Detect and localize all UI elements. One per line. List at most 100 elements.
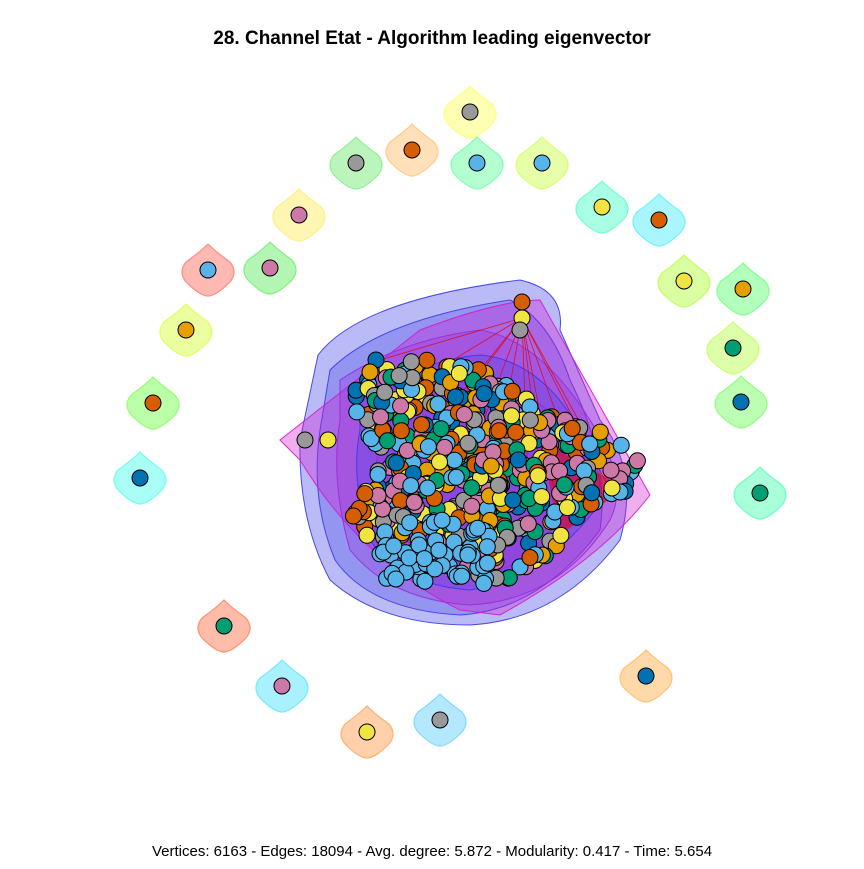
vertex bbox=[475, 385, 493, 403]
vertex bbox=[521, 411, 539, 429]
vertex bbox=[131, 469, 149, 487]
vertex bbox=[490, 422, 508, 440]
edge bbox=[379, 317, 523, 361]
vertex bbox=[362, 430, 380, 448]
vertex bbox=[348, 403, 366, 421]
vertex bbox=[463, 479, 481, 497]
vertex bbox=[415, 550, 433, 568]
vertex bbox=[387, 454, 405, 472]
vertex bbox=[490, 476, 507, 494]
vertex bbox=[650, 211, 668, 229]
vertex bbox=[431, 711, 449, 729]
vertex bbox=[529, 467, 547, 485]
vertex bbox=[591, 423, 609, 441]
vertex bbox=[602, 461, 620, 479]
vertex bbox=[563, 419, 581, 437]
vertex bbox=[392, 422, 410, 440]
vertex bbox=[479, 554, 496, 572]
singleton-community bbox=[619, 649, 673, 703]
vertex bbox=[429, 395, 447, 413]
vertex bbox=[215, 617, 233, 635]
vertex bbox=[558, 499, 576, 517]
vertex bbox=[261, 259, 279, 277]
vertex bbox=[347, 154, 365, 172]
singleton-community bbox=[329, 136, 383, 190]
vertex bbox=[734, 280, 752, 298]
vertex bbox=[361, 363, 379, 381]
singleton-community bbox=[159, 303, 213, 357]
singleton-community bbox=[413, 693, 467, 747]
vertex bbox=[732, 393, 750, 411]
singleton-community bbox=[450, 136, 504, 190]
vertex bbox=[484, 443, 502, 461]
vertex bbox=[379, 432, 396, 450]
singleton-community bbox=[272, 188, 326, 242]
vertex bbox=[583, 484, 601, 502]
singleton-community bbox=[714, 375, 768, 429]
vertex bbox=[358, 723, 376, 741]
vertex bbox=[593, 198, 611, 216]
vertex bbox=[478, 538, 496, 556]
vertex bbox=[459, 434, 477, 452]
vertex bbox=[433, 511, 451, 529]
vertex bbox=[413, 416, 430, 434]
vertex bbox=[628, 452, 646, 470]
singleton-community bbox=[632, 193, 686, 247]
singleton-community bbox=[113, 451, 167, 505]
singleton-community bbox=[197, 599, 251, 653]
vertex bbox=[402, 353, 420, 371]
vertex bbox=[450, 364, 468, 382]
singleton-community bbox=[243, 241, 297, 295]
singleton-community bbox=[515, 136, 569, 190]
vertex bbox=[372, 408, 390, 426]
vertex bbox=[319, 431, 337, 449]
vertex bbox=[468, 154, 486, 172]
vertex bbox=[376, 383, 394, 401]
vertex bbox=[419, 479, 437, 497]
vertex bbox=[290, 206, 308, 224]
singleton-community bbox=[255, 659, 309, 713]
graph-stats-caption: Vertices: 6163 - Edges: 18094 - Avg. deg… bbox=[151, 843, 713, 860]
vertex bbox=[552, 526, 570, 544]
plot-title: 28. Channel Etat - Algorithm leading eig… bbox=[213, 28, 651, 49]
vertex bbox=[482, 457, 500, 475]
vertex bbox=[358, 526, 376, 544]
vertex bbox=[581, 435, 599, 453]
vertex bbox=[356, 485, 374, 503]
vertex bbox=[511, 321, 529, 339]
vertex bbox=[401, 514, 419, 532]
main-cluster-nodes bbox=[296, 293, 646, 592]
vertex bbox=[461, 103, 479, 121]
vertex bbox=[603, 479, 621, 497]
vertex bbox=[612, 436, 630, 454]
vertex bbox=[519, 515, 537, 533]
vertex bbox=[387, 570, 405, 588]
singleton-community bbox=[443, 85, 497, 139]
vertex bbox=[453, 567, 471, 585]
vertex bbox=[405, 493, 423, 511]
vertex bbox=[419, 438, 437, 456]
vertex bbox=[390, 367, 408, 385]
singleton-community bbox=[385, 123, 439, 177]
vertex bbox=[144, 394, 162, 412]
vertex bbox=[469, 519, 487, 537]
vertex bbox=[403, 141, 421, 159]
vertex bbox=[507, 423, 525, 441]
vertex bbox=[446, 451, 463, 469]
singleton-community bbox=[706, 321, 760, 375]
vertex bbox=[751, 484, 769, 502]
singleton-community bbox=[126, 376, 180, 430]
vertex bbox=[447, 388, 464, 406]
singleton-community bbox=[733, 466, 787, 520]
vertex bbox=[504, 491, 522, 509]
vertex bbox=[533, 488, 551, 506]
singleton-community bbox=[340, 705, 394, 759]
vertex bbox=[177, 321, 195, 339]
vertex bbox=[273, 677, 291, 695]
vertex bbox=[459, 546, 477, 564]
vertex bbox=[637, 667, 655, 685]
vertex bbox=[509, 451, 527, 469]
vertex bbox=[503, 407, 520, 425]
vertex bbox=[533, 154, 551, 172]
